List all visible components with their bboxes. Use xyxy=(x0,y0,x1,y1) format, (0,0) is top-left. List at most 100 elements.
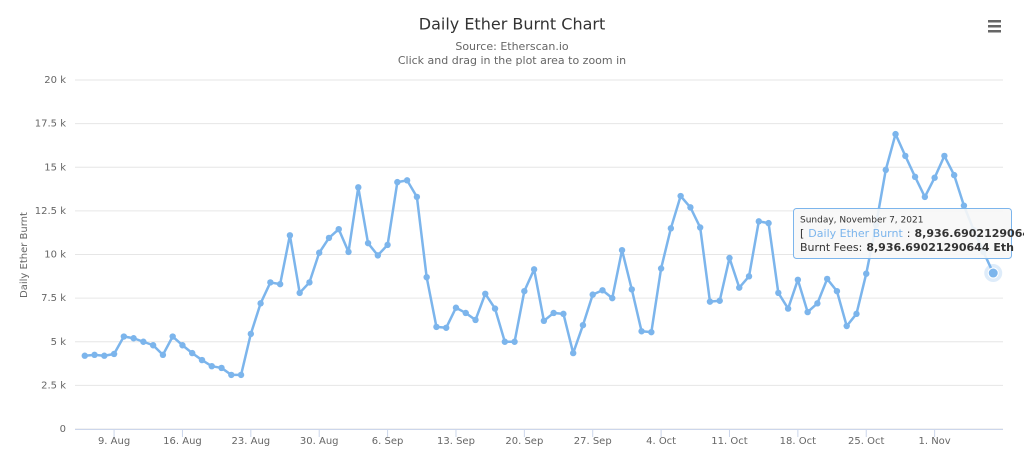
data-point xyxy=(550,309,557,317)
y-tick-label: 17.5 k xyxy=(35,119,66,130)
menu-button[interactable] xyxy=(980,14,1010,40)
x-tick-label: 30. Aug xyxy=(300,436,339,447)
data-point xyxy=(267,279,274,286)
data-point xyxy=(726,254,733,262)
data-point xyxy=(316,249,323,256)
data-point xyxy=(892,130,899,138)
y-tick-label: 5 k xyxy=(51,337,67,348)
y-tick-label: 7.5 k xyxy=(41,293,66,304)
data-point xyxy=(677,192,684,200)
menu-bar xyxy=(988,25,1001,28)
data-point xyxy=(941,152,948,160)
data-point xyxy=(130,335,137,342)
x-tick-label: 13. Sep xyxy=(437,436,475,447)
data-point xyxy=(394,178,401,186)
data-point xyxy=(140,338,147,345)
data-point xyxy=(853,310,860,318)
data-point xyxy=(921,193,929,201)
data-point xyxy=(491,305,499,312)
data-point xyxy=(804,308,811,316)
data-point xyxy=(902,152,909,160)
data-point xyxy=(374,252,382,259)
data-point xyxy=(218,364,225,372)
data-point xyxy=(91,351,98,359)
y-tick-label: 12.5 k xyxy=(35,206,66,217)
x-tick-label: 25. Oct xyxy=(848,436,884,447)
data-point xyxy=(843,322,850,330)
subtitle: Click and drag in the plot area to zoom … xyxy=(398,54,626,67)
y-tick-label: 10 k xyxy=(44,250,66,261)
data-point xyxy=(784,305,792,312)
data-point xyxy=(403,177,411,184)
data-point xyxy=(716,297,723,304)
x-tick-label: 1. Nov xyxy=(918,436,950,447)
data-point xyxy=(169,333,176,340)
data-point xyxy=(149,342,157,349)
data-point xyxy=(775,289,782,297)
tooltip-box xyxy=(793,208,1012,259)
data-point xyxy=(296,289,303,297)
data-point xyxy=(355,184,362,191)
tooltip-fees-value: 8,936.69021290644 Eth xyxy=(866,241,1014,254)
data-point xyxy=(609,294,616,302)
x-tick-label: 11. Oct xyxy=(711,436,747,447)
data-point xyxy=(237,371,245,379)
data-point xyxy=(452,304,460,311)
data-point xyxy=(335,225,342,233)
data-point xyxy=(159,351,167,359)
tooltip: Sunday, November 7, 2021[Daily Ether Bur… xyxy=(793,208,1024,259)
data-point xyxy=(931,174,938,181)
data-point xyxy=(667,225,675,232)
tooltip-date: Sunday, November 7, 2021 xyxy=(800,216,923,226)
data-point xyxy=(540,317,548,325)
tooltip-fees-label: Burnt Fees: xyxy=(800,241,862,254)
data-point xyxy=(589,291,596,298)
data-point xyxy=(628,286,635,293)
data-point xyxy=(950,171,958,179)
data-point xyxy=(433,323,440,331)
data-point xyxy=(286,232,294,239)
data-point xyxy=(579,321,587,329)
y-axis-label: Daily Ether Burnt xyxy=(19,212,30,298)
data-point xyxy=(736,284,743,291)
data-point xyxy=(814,300,821,307)
data-point xyxy=(911,173,919,181)
menu-bar xyxy=(988,30,1001,33)
data-point xyxy=(560,310,567,318)
data-point xyxy=(882,166,889,174)
x-tick-label: 27. Sep xyxy=(574,436,612,447)
data-point xyxy=(648,328,655,336)
data-point xyxy=(987,267,999,279)
data-point xyxy=(306,279,313,286)
data-point xyxy=(638,328,645,335)
tooltip-line: Burnt Fees: 8,936.69021290644 Eth xyxy=(800,241,1014,254)
x-tick-label: 16. Aug xyxy=(163,436,202,447)
data-point xyxy=(364,239,372,247)
data-point xyxy=(657,265,665,272)
tooltip-line: [Daily Ether Burnt:8,936.69021290644] xyxy=(800,227,1024,240)
data-point xyxy=(110,350,118,358)
tooltip-bracket: [ xyxy=(800,227,804,240)
data-point xyxy=(325,234,333,242)
subtitle: Source: Etherscan.io xyxy=(455,40,569,53)
tooltip-separator: : xyxy=(907,227,911,240)
data-point xyxy=(384,241,391,249)
x-tick-label: 20. Sep xyxy=(505,436,543,447)
data-point xyxy=(530,266,538,273)
data-point xyxy=(765,219,772,227)
x-tick-label: 6. Sep xyxy=(372,436,404,447)
data-point xyxy=(755,218,762,225)
data-point xyxy=(413,193,421,201)
data-point xyxy=(687,204,694,211)
data-point xyxy=(696,224,704,231)
tooltip-value: 8,936.69021290644 xyxy=(915,227,1024,240)
data-point xyxy=(706,298,714,305)
data-point xyxy=(472,316,479,324)
data-point xyxy=(462,309,469,317)
data-point xyxy=(618,246,626,254)
data-point xyxy=(823,275,831,283)
data-point xyxy=(960,202,968,209)
x-tick-label: 9. Aug xyxy=(98,436,130,447)
